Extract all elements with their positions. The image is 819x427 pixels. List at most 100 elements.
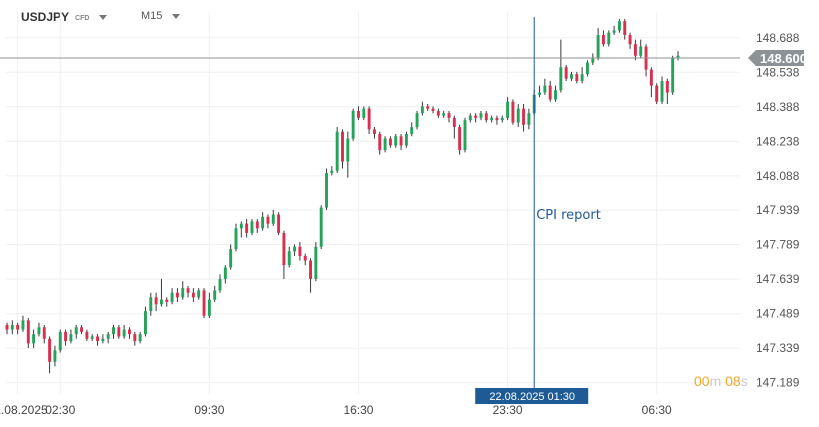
candle-body xyxy=(468,115,472,121)
candle-body xyxy=(426,106,430,109)
candle-body xyxy=(479,113,483,118)
candle-body xyxy=(266,216,270,224)
candle-body xyxy=(367,108,371,130)
overlays: 148.600 CPI report 22.08.2025 01:30 xyxy=(0,17,807,404)
candle-body xyxy=(303,255,307,261)
x-tick-label: 21.08.2025 xyxy=(0,403,48,417)
candle-body xyxy=(596,35,600,59)
y-tick-label: 148.088 xyxy=(756,169,800,183)
current-price-tag xyxy=(748,50,804,67)
candle-body xyxy=(506,101,510,118)
candle-body xyxy=(452,117,456,128)
candle-body xyxy=(159,299,163,305)
candle-body xyxy=(415,113,419,128)
candle-body xyxy=(197,290,201,298)
candle-body xyxy=(170,292,174,302)
candle-body xyxy=(293,246,297,252)
x-tick-label: 23:30 xyxy=(493,403,523,417)
candle-body xyxy=(527,113,531,125)
candle-body xyxy=(218,278,222,291)
candle-body xyxy=(399,136,403,146)
candle-body xyxy=(564,67,568,79)
candle-body xyxy=(458,127,462,151)
candle-body xyxy=(48,338,52,362)
candle-body xyxy=(671,58,675,93)
timer-minutes: 00 xyxy=(694,373,710,389)
candle-body xyxy=(538,92,542,95)
candle-body xyxy=(649,69,653,86)
candle-body xyxy=(207,299,211,316)
candle-body xyxy=(53,350,57,362)
y-tick-label: 147.189 xyxy=(756,376,800,390)
candle-body xyxy=(404,133,408,146)
candle-body xyxy=(383,138,387,151)
candle-body xyxy=(143,311,147,335)
symbol-selector[interactable]: USDJPY CFD xyxy=(21,10,108,24)
candle-body xyxy=(495,117,499,121)
candle-body xyxy=(223,267,227,279)
candle-body xyxy=(96,336,99,342)
candle-body xyxy=(186,288,190,293)
candle-body xyxy=(490,117,494,121)
candle-body xyxy=(351,110,355,139)
candle-body xyxy=(64,331,68,342)
candle-body xyxy=(463,120,467,151)
candle-body xyxy=(554,90,557,100)
timeframe-selector[interactable]: M15 xyxy=(141,10,181,22)
candle-body xyxy=(58,331,62,351)
candle-body xyxy=(85,331,89,339)
timer-seconds: 08 xyxy=(725,373,741,389)
candle-body xyxy=(362,108,366,118)
timeframe-label: M15 xyxy=(141,10,163,22)
candle-body xyxy=(42,327,46,339)
candle-body xyxy=(665,81,669,93)
candle-body xyxy=(21,320,25,330)
candle-body xyxy=(16,324,20,330)
candle-body xyxy=(612,30,616,33)
candle-body xyxy=(69,334,73,342)
candle-body xyxy=(575,74,579,82)
y-tick-label: 148.238 xyxy=(756,134,800,148)
event-time-tag xyxy=(475,388,589,404)
x-tick-label: 06:30 xyxy=(642,403,672,417)
candle-body xyxy=(628,35,632,45)
candle-body xyxy=(586,62,589,75)
candle-body xyxy=(133,334,137,342)
candle-countdown-timer: 00m 08s xyxy=(694,373,748,389)
candle-body xyxy=(90,336,94,339)
candle-body xyxy=(101,338,105,342)
y-tick-label: 147.489 xyxy=(756,307,800,321)
candle-body xyxy=(570,74,573,79)
candle-body xyxy=(357,110,360,118)
candle-body xyxy=(298,246,302,256)
candle-body xyxy=(261,216,265,229)
candle-body xyxy=(516,108,520,123)
candle-body xyxy=(37,327,41,335)
candle-body xyxy=(617,21,621,31)
candle-body xyxy=(442,113,446,116)
x-tick-label: 16:30 xyxy=(343,403,373,417)
candle-body xyxy=(154,297,158,305)
candles xyxy=(5,18,680,374)
instrument-type-label: CFD xyxy=(75,14,90,22)
candle-body xyxy=(500,117,504,121)
candle-body xyxy=(314,246,318,279)
y-tick-label: 148.538 xyxy=(756,65,800,79)
candle-body xyxy=(32,334,36,344)
y-tick-label: 148.688 xyxy=(756,31,800,45)
candle-body xyxy=(191,292,195,298)
candle-body xyxy=(239,223,243,229)
candle-body xyxy=(26,320,30,344)
y-tick-label: 147.339 xyxy=(756,341,800,355)
candle-body xyxy=(601,35,605,45)
candle-body xyxy=(175,292,179,298)
candle-body xyxy=(633,44,637,56)
candle-body xyxy=(234,228,238,250)
y-tick-label: 147.939 xyxy=(756,203,800,217)
candle-body xyxy=(548,85,552,100)
candle-body xyxy=(330,170,334,174)
candle-body xyxy=(165,299,169,302)
candle-body xyxy=(325,173,328,208)
candle-body xyxy=(511,101,515,123)
